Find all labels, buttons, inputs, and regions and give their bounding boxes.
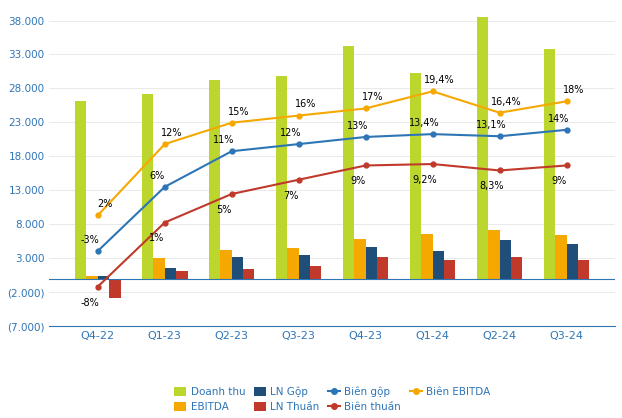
Bar — [142, 94, 154, 278]
Bar — [232, 257, 243, 278]
Text: 17%: 17% — [361, 92, 383, 102]
Text: 13,4%: 13,4% — [409, 118, 440, 128]
Bar — [86, 276, 98, 278]
Text: 8,3%: 8,3% — [480, 181, 504, 191]
Bar — [366, 247, 377, 278]
Bar — [477, 17, 488, 278]
Bar — [410, 74, 421, 278]
Bar — [511, 257, 522, 278]
Bar — [243, 269, 254, 278]
Text: 12%: 12% — [160, 128, 182, 138]
Bar — [567, 244, 578, 278]
Text: 12%: 12% — [280, 128, 302, 138]
Text: 13,1%: 13,1% — [476, 120, 507, 130]
Bar — [433, 251, 444, 278]
Bar — [276, 76, 287, 278]
Text: 1%: 1% — [149, 233, 164, 243]
Bar — [544, 49, 555, 278]
Bar — [220, 250, 232, 278]
Bar — [578, 260, 589, 278]
Text: -8%: -8% — [80, 298, 99, 308]
Text: 14%: 14% — [548, 114, 569, 124]
Bar — [343, 46, 355, 278]
Text: 13%: 13% — [347, 121, 368, 131]
Bar — [209, 80, 220, 278]
Text: 15%: 15% — [228, 107, 249, 117]
Bar — [499, 240, 511, 278]
Text: 19,4%: 19,4% — [424, 75, 455, 85]
Text: 6%: 6% — [149, 171, 164, 181]
Bar — [98, 276, 109, 278]
Text: 7%: 7% — [283, 191, 299, 201]
Bar — [75, 101, 86, 278]
Text: 11%: 11% — [213, 135, 234, 145]
Bar — [355, 239, 366, 278]
Bar — [154, 258, 165, 278]
Bar — [299, 255, 310, 278]
Text: 9%: 9% — [551, 176, 566, 186]
Text: 18%: 18% — [562, 85, 584, 95]
Bar — [421, 234, 433, 278]
Bar — [488, 229, 499, 278]
Bar — [176, 271, 187, 278]
Text: 9%: 9% — [350, 176, 365, 186]
Bar — [310, 265, 322, 278]
Text: 9,2%: 9,2% — [412, 175, 437, 185]
Bar — [377, 257, 388, 278]
Text: -3%: -3% — [80, 235, 99, 245]
Bar — [287, 248, 299, 278]
Text: 16%: 16% — [295, 99, 316, 110]
Bar — [555, 235, 567, 278]
Bar — [165, 268, 176, 278]
Text: 16,4%: 16,4% — [491, 97, 522, 107]
Text: 5%: 5% — [216, 205, 231, 215]
Legend: Doanh thu, EBITDA, LN Gộp, LN Thuần, Biên gộp, Biên thuần, Biên EBITDA: Doanh thu, EBITDA, LN Gộp, LN Thuần, Biê… — [170, 382, 494, 417]
Bar — [444, 260, 455, 278]
Bar — [109, 278, 121, 298]
Text: 2%: 2% — [97, 199, 112, 209]
